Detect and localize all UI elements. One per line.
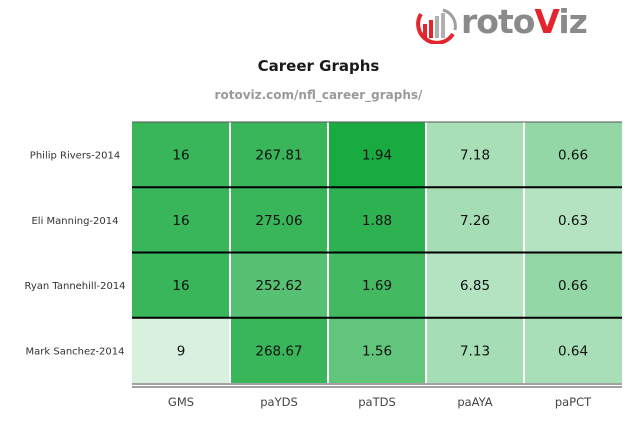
cell-value: 16: [172, 278, 189, 294]
cell-value: 1.69: [362, 278, 392, 294]
column-label: paPCT: [555, 395, 592, 409]
heatmap-cell: [132, 122, 230, 188]
chart-title: Career Graphs: [257, 57, 380, 75]
chart-logo-icon: [416, 8, 457, 45]
heatmap-cell: [524, 252, 622, 318]
cell-value: 0.64: [558, 343, 588, 359]
heatmap-cell: [132, 252, 230, 318]
heatmap-cell: [426, 122, 524, 188]
cell-value: 267.81: [255, 148, 302, 164]
heatmap-cell: [328, 122, 426, 188]
cell-value: 16: [172, 213, 189, 229]
heatmap-cell: [230, 252, 328, 318]
cell-value: 7.18: [460, 148, 490, 164]
brand-wordmark: rotoViz: [461, 0, 588, 44]
row-label: Mark Sanchez-2014: [26, 346, 125, 357]
heatmap-cell: [132, 317, 230, 383]
cell-value: 7.13: [460, 343, 490, 359]
heatmap-cell: [524, 122, 622, 188]
brand-v: V: [534, 2, 559, 41]
chart-subtitle-url: rotoviz.com/nfl_career_graphs/: [214, 88, 423, 102]
cell-value: 1.88: [362, 213, 392, 229]
column-label: paTDS: [358, 395, 396, 409]
cell-value: 6.85: [460, 278, 490, 294]
row-label: Philip Rivers-2014: [30, 151, 120, 162]
row-label: Ryan Tannehill-2014: [24, 281, 125, 292]
heatmap-cell: [230, 122, 328, 188]
heatmap-cell: [524, 187, 622, 253]
cell-value: 9: [177, 343, 186, 359]
cell-value: 16: [172, 148, 189, 164]
column-label: paYDS: [260, 395, 298, 409]
cell-value: 0.63: [558, 213, 588, 229]
heatmap-cell: [426, 187, 524, 253]
heatmap-cell: [426, 317, 524, 383]
cell-value: 0.66: [558, 278, 588, 294]
column-label: paAYA: [457, 395, 492, 409]
cell-value: 275.06: [255, 213, 302, 229]
heatmap-cell: [230, 187, 328, 253]
heatmap-cell: [426, 252, 524, 318]
heatmap-cell: [328, 252, 426, 318]
heatmap-cell: [328, 317, 426, 383]
heatmap-cell: [328, 187, 426, 253]
cell-value: 1.56: [362, 343, 392, 359]
heatmap-cell: [524, 317, 622, 383]
heatmap-cell: [230, 317, 328, 383]
cell-value: 252.62: [255, 278, 302, 294]
brand-prefix: roto: [461, 2, 535, 41]
cell-value: 0.66: [558, 148, 588, 164]
heatmap-cell: [132, 187, 230, 253]
cell-value: 268.67: [255, 343, 302, 359]
brand-suffix: iz: [558, 2, 588, 41]
cell-value: 7.26: [460, 213, 490, 229]
rotoviz-logo: [413, 4, 583, 45]
column-label: GMS: [168, 395, 194, 409]
row-label: Eli Manning-2014: [31, 216, 118, 227]
cell-value: 1.94: [362, 148, 392, 164]
